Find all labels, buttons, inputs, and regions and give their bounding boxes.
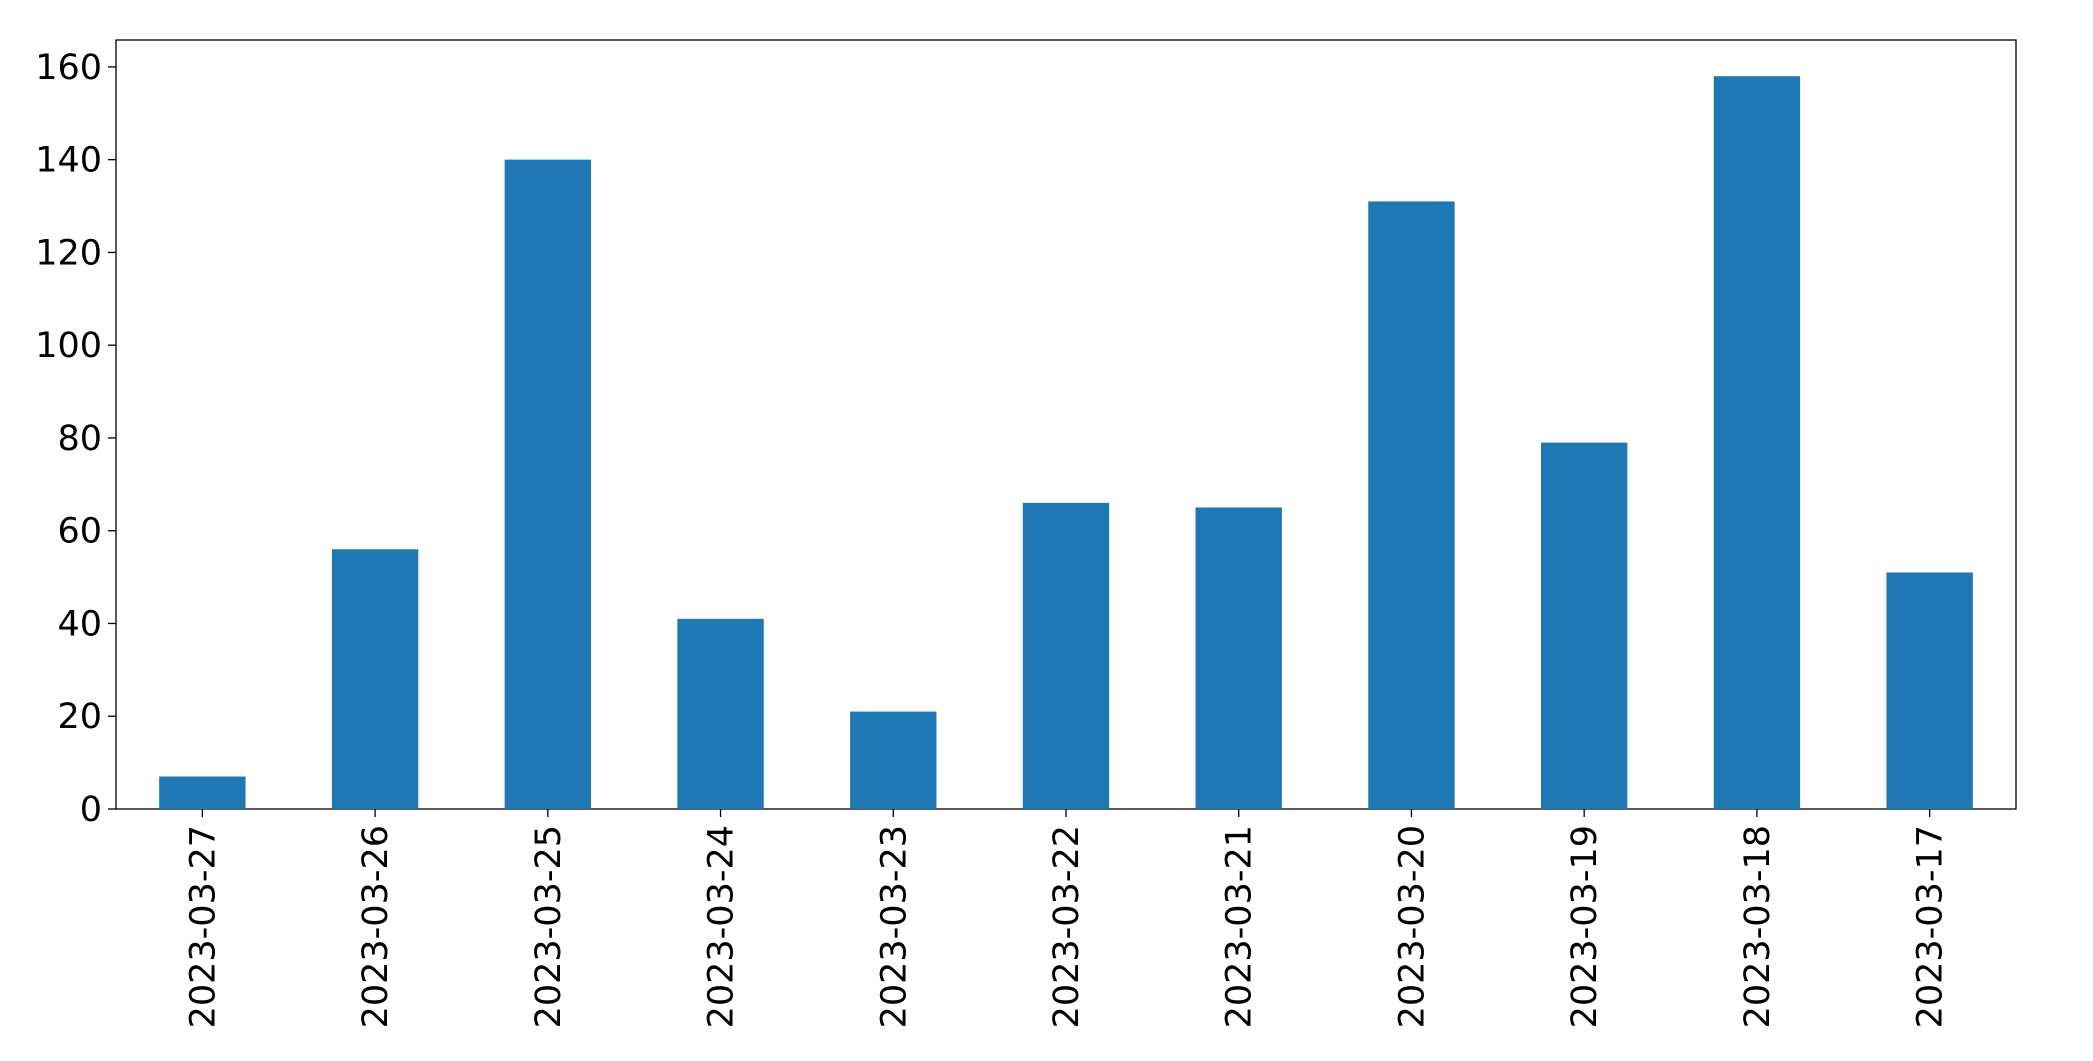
- y-tick-label: 80: [57, 419, 102, 459]
- y-tick-label: 40: [57, 604, 102, 644]
- y-tick-label: 120: [35, 233, 102, 273]
- x-tick-label: 2023-03-17: [1911, 825, 1951, 1028]
- y-tick-label: 160: [35, 48, 102, 88]
- bar: [1022, 502, 1110, 809]
- x-tick-label: 2023-03-20: [1392, 825, 1432, 1028]
- bar: [1886, 572, 1973, 809]
- x-tick-label: 2023-03-25: [529, 825, 569, 1028]
- x-tick-label: 2023-03-22: [1047, 825, 1087, 1028]
- bar: [504, 159, 591, 809]
- bar: [1713, 76, 1801, 810]
- bar: [1368, 201, 1455, 810]
- y-tick-label: 20: [57, 697, 102, 737]
- x-tick-label: 2023-03-24: [702, 825, 742, 1028]
- bar: [677, 618, 764, 809]
- y-tick-label: 100: [35, 326, 102, 366]
- y-tick-label: 0: [80, 790, 102, 830]
- x-tick-label: 2023-03-26: [356, 825, 396, 1028]
- y-tick-label: 140: [35, 141, 102, 181]
- x-tick-label: 2023-03-27: [183, 825, 223, 1028]
- bar: [850, 711, 937, 809]
- x-tick-label: 2023-03-18: [1738, 825, 1778, 1028]
- bar: [331, 549, 419, 809]
- x-tick-label: 2023-03-19: [1565, 825, 1605, 1028]
- x-tick-label: 2023-03-21: [1220, 825, 1260, 1028]
- x-tick-label: 2023-03-23: [874, 825, 914, 1028]
- y-tick-label: 60: [57, 512, 102, 552]
- bar: [159, 776, 246, 809]
- bar: [1195, 507, 1282, 809]
- bar: [1541, 442, 1628, 809]
